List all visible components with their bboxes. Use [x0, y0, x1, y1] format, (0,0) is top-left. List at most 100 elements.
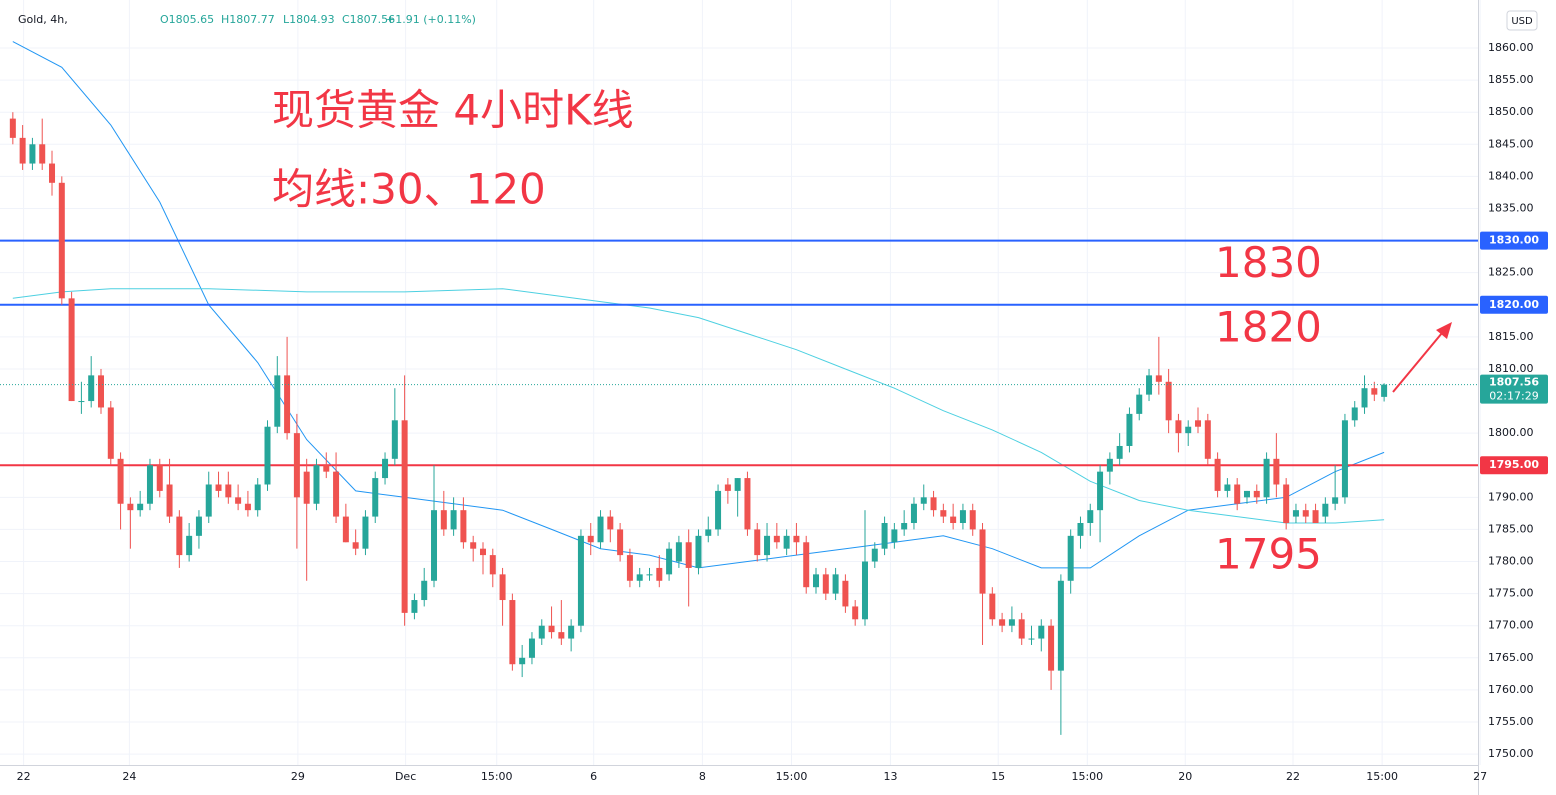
y-tick-label: 1775.00	[1488, 587, 1534, 600]
candle-body	[470, 542, 477, 549]
candle-body	[88, 375, 95, 402]
x-tick-label: 22	[1286, 770, 1300, 783]
candle-body	[176, 516, 183, 556]
candle-body	[1312, 510, 1319, 524]
candle-body	[78, 401, 85, 403]
candle-body	[244, 503, 251, 511]
x-tick-label: 27	[1473, 770, 1487, 783]
candle-body	[1322, 503, 1329, 517]
candle-body	[313, 465, 320, 504]
level-label-box	[1480, 231, 1548, 250]
candle-body	[391, 420, 398, 459]
candle-body	[137, 503, 144, 511]
candle-body	[107, 407, 114, 459]
candle-body	[1381, 384, 1388, 397]
candle-body	[205, 484, 212, 517]
y-tick-label: 1855.00	[1488, 73, 1534, 86]
x-tick-label: 8	[699, 770, 706, 783]
candle-body	[1292, 510, 1299, 517]
level-annotation: 1830	[1215, 238, 1322, 287]
candle-body	[1116, 445, 1123, 459]
arrow-head	[1436, 322, 1452, 339]
legend-close: C1807.56	[342, 13, 395, 26]
candle-body	[979, 529, 986, 594]
grid	[0, 0, 1481, 765]
candle-body	[303, 471, 310, 504]
candle-body	[58, 182, 65, 299]
candle-body	[1155, 375, 1162, 382]
candle-body	[156, 465, 163, 491]
currency-box[interactable]	[1506, 10, 1538, 31]
candle-body	[1361, 388, 1368, 408]
level-label: 1820.00	[1489, 298, 1539, 311]
candle-body	[68, 298, 75, 402]
candle-body	[235, 497, 242, 504]
plot-area	[0, 41, 1478, 735]
candle-body	[1106, 458, 1113, 472]
candle-body	[1243, 490, 1250, 498]
x-tick-label: 20	[1178, 770, 1192, 783]
candle-body	[891, 529, 898, 543]
candle-body	[626, 555, 633, 581]
candle-body	[705, 529, 712, 536]
level-annotation: 1795	[1215, 530, 1322, 579]
candle-body	[1018, 619, 1025, 639]
candle-body	[1067, 535, 1074, 581]
y-tick-label: 1790.00	[1488, 490, 1534, 503]
candle-body	[989, 593, 996, 620]
candle-body	[333, 471, 340, 517]
y-tick-label: 1750.00	[1488, 747, 1534, 760]
x-tick-label: 15:00	[776, 770, 808, 783]
candle-body	[528, 638, 535, 658]
candle-body	[372, 478, 379, 517]
candle-body	[166, 484, 173, 517]
candle-body	[146, 465, 153, 504]
candle-body	[617, 529, 624, 556]
candle-body	[861, 561, 868, 620]
y-tick-label: 1815.00	[1488, 330, 1534, 343]
candle-body	[1273, 458, 1280, 485]
candle-body	[362, 516, 369, 549]
candle-body	[1097, 471, 1104, 511]
chart-subtitle: 均线:30、120	[272, 165, 546, 214]
x-tick-label: 15	[991, 770, 1005, 783]
candle-body	[264, 426, 271, 485]
candle-body	[744, 478, 751, 530]
candle-body	[999, 619, 1006, 626]
y-tick-label: 1760.00	[1488, 683, 1534, 696]
candle-body	[910, 503, 917, 524]
candle-body	[1087, 510, 1094, 524]
candle-body	[489, 555, 496, 575]
candle-body	[421, 580, 428, 601]
y-tick-label: 1835.00	[1488, 201, 1534, 214]
x-tick-label: 29	[291, 770, 305, 783]
candle-body	[685, 542, 692, 568]
candle-body	[1234, 484, 1241, 504]
legend-change: +1.91 (+0.11%)	[386, 13, 476, 26]
candle-body	[1204, 420, 1211, 459]
candle-body	[1253, 490, 1260, 498]
candle-body	[577, 535, 584, 626]
candle-body	[803, 542, 810, 588]
candle-body	[509, 600, 516, 665]
chart-title: 现货黄金 4小时K线	[272, 86, 634, 135]
candle-body	[9, 118, 16, 138]
candle-body	[969, 510, 976, 530]
y-tick-label: 1755.00	[1488, 715, 1534, 728]
candle-body	[959, 510, 966, 524]
candle-body	[597, 516, 604, 543]
legend-open: O1805.65	[160, 13, 214, 26]
candle-body	[1165, 381, 1172, 421]
candle-body	[1224, 484, 1231, 491]
currency[interactable]: USD	[1511, 16, 1533, 27]
candle-body	[479, 548, 486, 556]
candle-body	[401, 420, 408, 613]
y-tick-label: 1780.00	[1488, 555, 1534, 568]
candle-body	[39, 144, 46, 164]
candle-body	[558, 632, 565, 639]
x-tick-label: 15:00	[1071, 770, 1103, 783]
y-tick-label: 1850.00	[1488, 105, 1534, 118]
candle-body	[519, 657, 526, 665]
x-tick-label: 6	[590, 770, 597, 783]
